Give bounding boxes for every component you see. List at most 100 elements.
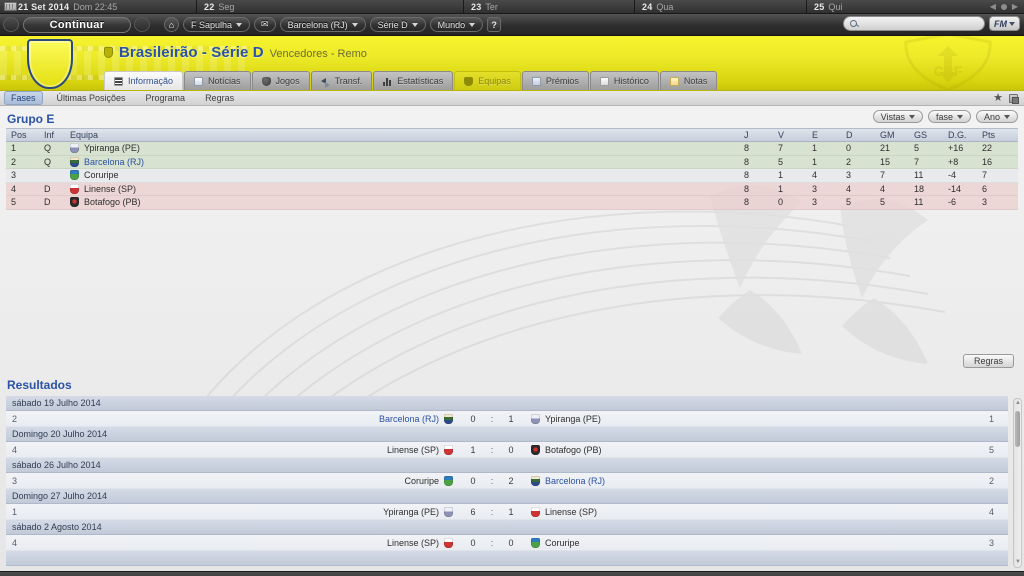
- row-team[interactable]: Linense (SP): [70, 183, 744, 194]
- match-row[interactable]: 2 Barcelona (RJ) 0 : 1 Ypiranga (PE) 1: [6, 411, 1008, 427]
- match-row[interactable]: 1 Ypiranga (PE) 6 : 1 Linense (SP) 4: [6, 504, 1008, 520]
- rules-button[interactable]: Regras: [962, 354, 1014, 368]
- day-slot[interactable]: 25 Qui: [806, 0, 842, 14]
- fase-button[interactable]: fase: [927, 110, 971, 123]
- match-row[interactable]: 4 Linense (SP) 1 : 0 Botafogo (PB) 5: [6, 442, 1008, 458]
- row-pos: 4: [11, 183, 17, 194]
- subnav-item-ultimas-posicoes[interactable]: Últimas Posições: [56, 93, 126, 103]
- match-row[interactable]: 4 Linense (SP) 0 : 0 Coruripe 3: [6, 535, 1008, 551]
- match-away[interactable]: Barcelona (RJ): [523, 475, 948, 486]
- star-icon[interactable]: ★: [993, 91, 1003, 104]
- help-button[interactable]: ?: [487, 17, 502, 32]
- strip-nav[interactable]: ◀ ▶: [990, 0, 1018, 14]
- row-team[interactable]: Barcelona (RJ): [70, 156, 744, 167]
- home-team-name[interactable]: Coruripe: [404, 475, 439, 486]
- inbox-icon[interactable]: ✉: [254, 17, 276, 32]
- table-row[interactable]: 3 Coruripe 8 1 4 3 7 11 -4 7: [6, 169, 1018, 183]
- away-team-name[interactable]: Ypiranga (PE): [545, 413, 601, 424]
- column-header-v[interactable]: V: [778, 130, 785, 140]
- match-away[interactable]: Ypiranga (PE): [523, 413, 948, 424]
- tab-transferencias[interactable]: Transf.: [310, 71, 373, 90]
- world-menu-button[interactable]: Mundo: [429, 17, 484, 32]
- club-menu-button[interactable]: Barcelona (RJ): [279, 17, 366, 32]
- team-name[interactable]: Ypiranga (PE): [84, 143, 140, 154]
- match-away[interactable]: Botafogo (PB): [523, 444, 948, 455]
- day-name: Seg: [218, 2, 235, 12]
- day-slot[interactable]: 24 Qua: [634, 0, 673, 14]
- away-team-name[interactable]: Botafogo (PB): [545, 444, 602, 455]
- match-home[interactable]: Linense (SP): [36, 537, 461, 548]
- team-name[interactable]: Botafogo (PB): [84, 197, 141, 208]
- team-name[interactable]: Barcelona (RJ): [84, 156, 145, 167]
- match-away[interactable]: Linense (SP): [523, 506, 948, 517]
- day-slot[interactable]: 21 Set 2014 Dom 22:45: [18, 0, 117, 14]
- away-team-name[interactable]: Linense (SP): [545, 506, 598, 517]
- manager-menu-button[interactable]: F Sapulha: [183, 17, 251, 32]
- nav-dot-icon[interactable]: [1000, 4, 1007, 10]
- day-slot[interactable]: 23 Ter: [463, 0, 498, 14]
- away-team-name[interactable]: Barcelona (RJ): [545, 475, 606, 486]
- team-name[interactable]: Linense (SP): [84, 183, 137, 194]
- scrollbar-thumb[interactable]: [1015, 411, 1020, 447]
- table-row[interactable]: 5 D Botafogo (PB) 8 0 3 5 5 11 -6 3: [6, 196, 1018, 210]
- search-input[interactable]: [843, 16, 985, 31]
- scroll-up-icon[interactable]: ▲: [1015, 400, 1021, 406]
- ano-button[interactable]: Ano: [975, 110, 1018, 123]
- away-team-name[interactable]: Coruripe: [545, 537, 580, 548]
- home-team-name[interactable]: Ypiranga (PE): [383, 506, 439, 517]
- tab-historico[interactable]: Histórico: [589, 71, 659, 90]
- subnav-item-regras[interactable]: Regras: [205, 93, 235, 103]
- column-header-equipa[interactable]: Equipa: [70, 130, 99, 140]
- match-row[interactable]: 3 Coruripe 0 : 2 Barcelona (RJ) 2: [6, 473, 1008, 489]
- home-team-name[interactable]: Linense (SP): [386, 444, 439, 455]
- tab-label: Jogos: [275, 76, 300, 86]
- continue-button[interactable]: Continuar: [23, 16, 131, 33]
- tab-premios[interactable]: Prémios: [521, 71, 589, 90]
- sub-nav-bar: Fases Últimas Posições Programa Regras ★: [0, 91, 1024, 106]
- row-pts: 6: [982, 183, 988, 194]
- table-row[interactable]: 4 D Linense (SP) 8 1 3 4 4 18 -14 6: [6, 182, 1018, 196]
- scroll-down-icon[interactable]: ▼: [1015, 559, 1021, 565]
- home-icon[interactable]: ⌂: [164, 17, 179, 32]
- tab-estatisticas[interactable]: Estatísticas: [373, 71, 454, 90]
- match-away[interactable]: Coruripe: [523, 537, 948, 548]
- match-home[interactable]: Barcelona (RJ): [36, 413, 461, 424]
- row-e: 1: [812, 143, 818, 154]
- match-home[interactable]: Coruripe: [36, 475, 461, 486]
- home-team-name[interactable]: Barcelona (RJ): [378, 413, 439, 424]
- team-name[interactable]: Coruripe: [84, 170, 119, 181]
- column-header-d[interactable]: D: [846, 130, 853, 140]
- table-row[interactable]: 1 Q Ypiranga (PE) 8 7 1 0 21 5 +16 22: [6, 142, 1018, 156]
- tab-informacao[interactable]: Informação: [104, 71, 184, 90]
- home-team-name[interactable]: Linense (SP): [386, 537, 439, 548]
- tab-notas[interactable]: Notas: [659, 71, 718, 90]
- tab-noticias[interactable]: Notícias: [184, 71, 251, 90]
- column-header-gs[interactable]: GS: [914, 130, 928, 140]
- bottom-breadcrumb-bar: América do Sul Brasil Série D: [0, 571, 1024, 576]
- next-arrow-icon[interactable]: ▶: [1011, 2, 1018, 11]
- tab-equipas[interactable]: Equipas: [454, 71, 521, 90]
- column-header-dg[interactable]: D.G.: [948, 130, 967, 140]
- subnav-item-fases[interactable]: Fases: [4, 91, 43, 105]
- tab-jogos[interactable]: Jogos: [251, 71, 310, 90]
- window-icon[interactable]: [1009, 93, 1019, 104]
- results-scrollbar[interactable]: ▲ ▼: [1013, 398, 1022, 568]
- day-slot[interactable]: 22 Seg: [196, 0, 234, 14]
- match-home[interactable]: Linense (SP): [36, 444, 461, 455]
- subnav-item-programa[interactable]: Programa: [145, 93, 186, 103]
- prev-arrow-icon[interactable]: ◀: [989, 2, 996, 11]
- fm-menu-button[interactable]: FM: [989, 16, 1020, 31]
- row-team[interactable]: Coruripe: [70, 170, 744, 181]
- column-header-pos[interactable]: Pos: [11, 130, 27, 140]
- row-team[interactable]: Ypiranga (PE): [70, 143, 744, 154]
- vistas-button[interactable]: Vistas: [872, 110, 923, 123]
- competition-menu-button[interactable]: Série D: [369, 17, 426, 32]
- column-header-j[interactable]: J: [744, 130, 749, 140]
- row-team[interactable]: Botafogo (PB): [70, 197, 744, 208]
- column-header-inf[interactable]: Inf: [44, 130, 55, 140]
- column-header-gm[interactable]: GM: [880, 130, 895, 140]
- table-row[interactable]: 2 Q Barcelona (RJ) 8 5 1 2 15 7 +8 16: [6, 155, 1018, 169]
- column-header-pts[interactable]: Pts: [982, 130, 996, 140]
- column-header-e[interactable]: E: [812, 130, 819, 140]
- match-home[interactable]: Ypiranga (PE): [36, 506, 461, 517]
